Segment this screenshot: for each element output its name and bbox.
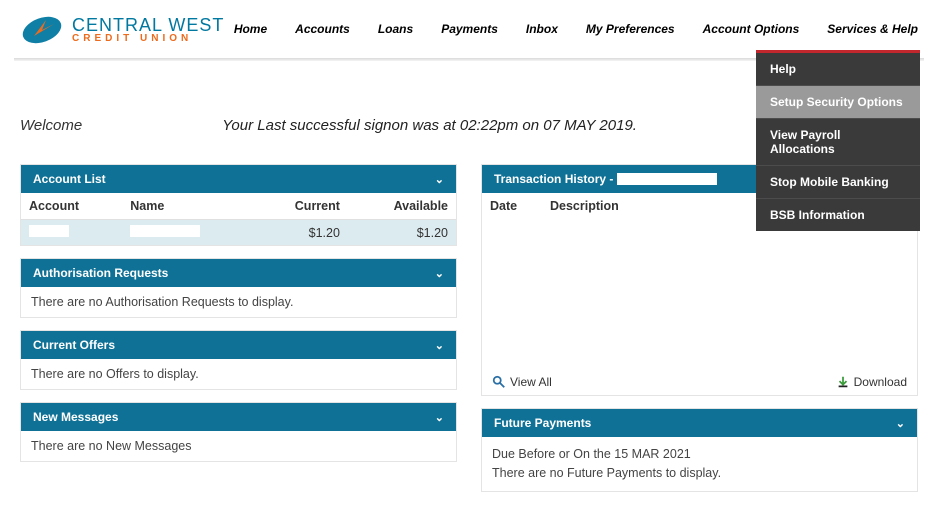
- download-button[interactable]: Download: [836, 375, 907, 389]
- account-available-cell: $1.20: [348, 220, 456, 246]
- logo-text: CENTRAL WEST CREDIT UNION: [72, 16, 224, 44]
- dropdown-stop-mobile-banking[interactable]: Stop Mobile Banking: [756, 165, 920, 198]
- services-help-dropdown: Help Setup Security Options View Payroll…: [756, 53, 920, 231]
- col-name: Name: [122, 193, 254, 220]
- brand-subtitle: CREDIT UNION: [72, 34, 224, 44]
- transaction-empty-area: [482, 219, 917, 369]
- dropdown-setup-security[interactable]: Setup Security Options: [756, 85, 920, 118]
- col-account: Account: [21, 193, 122, 220]
- future-payments-body: Due Before or On the 15 MAR 2021 There a…: [482, 437, 917, 491]
- nav-my-preferences[interactable]: My Preferences: [586, 22, 675, 38]
- new-messages-header[interactable]: New Messages ⌄: [21, 403, 456, 431]
- future-payments-header[interactable]: Future Payments ⌄: [482, 409, 917, 437]
- future-payments-due: Due Before or On the 15 MAR 2021: [492, 445, 907, 464]
- transaction-account-mask: [617, 173, 717, 185]
- chevron-down-icon: ⌄: [896, 417, 905, 430]
- nav-account-options[interactable]: Account Options: [703, 22, 800, 38]
- future-payments-title: Future Payments: [494, 416, 591, 430]
- account-current-cell: $1.20: [254, 220, 348, 246]
- main-nav: Home Accounts Loans Payments Inbox My Pr…: [234, 22, 918, 38]
- account-row[interactable]: $1.20 $1.20: [21, 220, 456, 246]
- current-offers-body: There are no Offers to display.: [21, 359, 456, 389]
- dropdown-bsb-info[interactable]: BSB Information: [756, 198, 920, 231]
- welcome-label: Welcome: [20, 117, 82, 134]
- auth-requests-body: There are no Authorisation Requests to d…: [21, 287, 456, 317]
- chevron-down-icon: ⌄: [435, 339, 444, 352]
- auth-requests-title: Authorisation Requests: [33, 266, 168, 280]
- logo[interactable]: CENTRAL WEST CREDIT UNION: [20, 10, 224, 50]
- col-description: Description: [542, 193, 751, 219]
- new-messages-panel: New Messages ⌄ There are no New Messages: [20, 402, 457, 462]
- current-offers-panel: Current Offers ⌄ There are no Offers to …: [20, 330, 457, 390]
- chevron-down-icon: ⌄: [435, 267, 444, 280]
- chevron-down-icon: ⌄: [435, 173, 444, 186]
- view-all-icon: [492, 375, 506, 389]
- chevron-down-icon: ⌄: [435, 411, 444, 424]
- future-payments-empty: There are no Future Payments to display.: [492, 464, 907, 483]
- download-label: Download: [854, 375, 907, 389]
- welcome-message: Your Last successful signon was at 02:22…: [222, 117, 637, 134]
- current-offers-title: Current Offers: [33, 338, 115, 352]
- col-date: Date: [482, 193, 542, 219]
- download-icon: [836, 375, 850, 389]
- view-all-button[interactable]: View All: [492, 375, 552, 389]
- logo-icon: [20, 10, 64, 50]
- account-list-table: Account Name Current Available $1.20 $1.…: [21, 193, 456, 245]
- col-available: Available: [348, 193, 456, 220]
- account-name-cell: [122, 220, 254, 246]
- new-messages-title: New Messages: [33, 410, 118, 424]
- account-list-title: Account List: [33, 172, 106, 186]
- col-current: Current: [254, 193, 348, 220]
- account-list-panel: Account List ⌄ Account Name Current Avai…: [20, 164, 457, 246]
- transaction-history-title: Transaction History -: [494, 172, 613, 186]
- nav-accounts[interactable]: Accounts: [295, 22, 350, 38]
- brand-name: CENTRAL WEST: [72, 16, 224, 34]
- view-all-label: View All: [510, 375, 552, 389]
- auth-requests-panel: Authorisation Requests ⌄ There are no Au…: [20, 258, 457, 318]
- nav-inbox[interactable]: Inbox: [526, 22, 558, 38]
- nav-loans[interactable]: Loans: [378, 22, 413, 38]
- future-payments-panel: Future Payments ⌄ Due Before or On the 1…: [481, 408, 918, 492]
- dropdown-view-payroll[interactable]: View Payroll Allocations: [756, 118, 920, 165]
- left-column: Account List ⌄ Account Name Current Avai…: [20, 164, 457, 492]
- nav-home[interactable]: Home: [234, 22, 267, 38]
- current-offers-header[interactable]: Current Offers ⌄: [21, 331, 456, 359]
- new-messages-body: There are no New Messages: [21, 431, 456, 461]
- account-list-header[interactable]: Account List ⌄: [21, 165, 456, 193]
- nav-payments[interactable]: Payments: [441, 22, 498, 38]
- auth-requests-header[interactable]: Authorisation Requests ⌄: [21, 259, 456, 287]
- account-number-cell: [21, 220, 122, 246]
- transaction-actions: View All Download: [482, 369, 917, 395]
- dropdown-help[interactable]: Help: [756, 53, 920, 85]
- nav-services-help[interactable]: Services & Help: [827, 22, 918, 38]
